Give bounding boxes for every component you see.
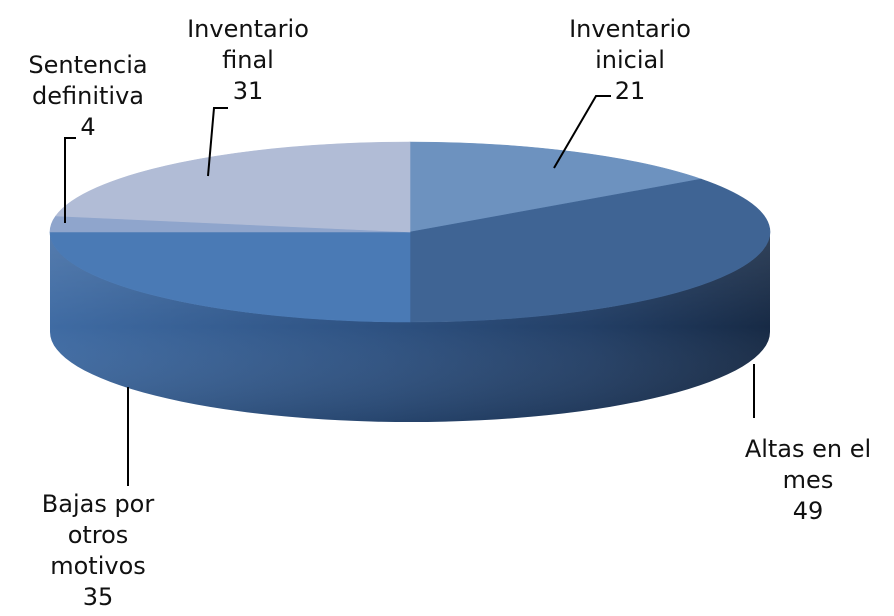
data-labels: Inventario inicial 21 Altas en el mes 49 Bajas… — [28, 15, 871, 611]
data-label-text: definitiva — [32, 82, 144, 110]
leader-line-inventario-final — [207, 107, 228, 177]
data-label-text: final — [222, 46, 274, 74]
data-label-value: 31 — [233, 77, 264, 105]
leader-line-inventario-inicial — [553, 95, 611, 169]
data-label-sentencia-definitiva: Sentencia definitiva 4 — [28, 51, 147, 141]
pie-top — [49, 141, 771, 323]
pie-side — [50, 232, 770, 422]
data-label-text: mes — [783, 466, 834, 494]
data-label-altas-en-el-mes: Altas en el mes 49 — [745, 435, 871, 525]
data-label-text: Bajas por — [42, 490, 155, 518]
pie-slice-altas-en-el-mes — [409, 178, 771, 323]
data-label-text: Inventario — [187, 15, 309, 43]
data-label-value: 4 — [80, 113, 95, 141]
data-label-inventario-inicial: Inventario inicial 21 — [569, 15, 691, 105]
data-label-text: motivos — [50, 552, 146, 580]
pie-side-shine — [50, 232, 770, 422]
leader-line-sentencia-definitiva — [64, 137, 76, 223]
data-label-text: inicial — [595, 46, 665, 74]
data-label-text: Altas en el — [745, 435, 871, 463]
leader-lines — [64, 95, 755, 486]
data-label-value: 35 — [83, 583, 114, 611]
data-label-value: 21 — [615, 77, 646, 105]
data-label-value: 49 — [793, 497, 824, 525]
data-label-text: otros — [68, 521, 129, 549]
data-label-text: Sentencia — [28, 51, 147, 79]
data-label-inventario-final: Inventario final 31 — [187, 15, 309, 105]
pie-slice-bajas-por-otros-motivos — [49, 231, 411, 323]
data-label-bajas-por-otros-motivos: Bajas por otros motivos 35 — [42, 490, 155, 611]
pie-slice-inventario-final — [55, 141, 411, 233]
data-label-text: Inventario — [569, 15, 691, 43]
pie-slice-inventario-inicial — [409, 141, 703, 233]
